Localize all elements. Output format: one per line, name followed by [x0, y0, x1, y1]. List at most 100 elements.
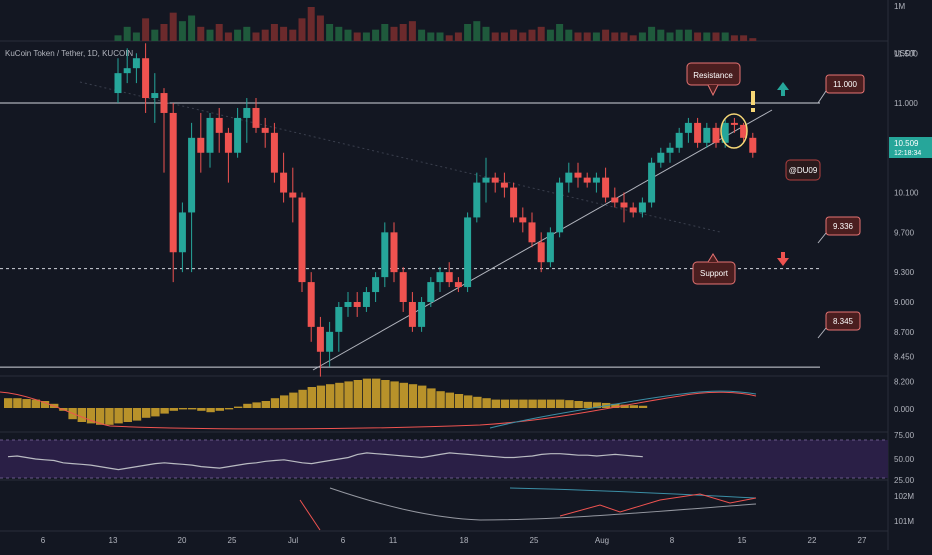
volume-bar: [592, 32, 600, 41]
support-callout[interactable]: Support: [692, 253, 736, 285]
candle-body: [289, 192, 297, 198]
candle-body: [123, 68, 131, 74]
author-label: @DU09: [789, 166, 818, 175]
candle-body: [169, 112, 177, 253]
macd-zero-label: 0.000: [894, 405, 915, 414]
macd-bar: [289, 392, 298, 408]
volume-bar: [694, 32, 702, 41]
macd-bar: [344, 381, 353, 408]
volume-bar: [326, 24, 334, 41]
price-tick: 9.700: [894, 228, 915, 237]
indicator-102m-label: 102M: [894, 492, 914, 501]
candle-series: [114, 43, 757, 377]
volume-bar: [436, 32, 444, 41]
candle-body: [408, 302, 416, 327]
candle-body: [418, 302, 426, 327]
price-tick: 8.700: [894, 328, 915, 337]
macd-lines: [0, 390, 757, 430]
candle-body: [684, 122, 692, 133]
macd-bar: [556, 399, 565, 408]
time-tick: Aug: [595, 536, 609, 545]
macd-bar: [537, 399, 546, 408]
candle-body: [703, 127, 711, 143]
volume-bar: [583, 32, 591, 41]
candle-body: [740, 124, 748, 138]
macd-bar: [13, 398, 22, 408]
last-price-tag: [889, 137, 932, 158]
macd-bar: [583, 401, 592, 408]
rsi-75-label: 75.00: [894, 431, 915, 440]
macd-bar: [482, 398, 491, 408]
volume-bar: [114, 35, 122, 41]
candle-body: [261, 127, 269, 133]
time-tick: Jul: [288, 536, 298, 545]
macd-bar: [427, 388, 436, 408]
volume-bar: [123, 26, 131, 41]
macd-bar: [592, 402, 602, 408]
macd-bar: [22, 399, 31, 408]
level-label-low[interactable]: 8.345: [817, 311, 861, 339]
volume-bar: [408, 21, 416, 41]
volume-bar: [740, 35, 748, 41]
rsi-series: [7, 452, 643, 471]
volume-bar: [666, 32, 674, 41]
time-tick: 6: [341, 536, 346, 545]
macd-bar: [335, 382, 344, 408]
macd-bar: [169, 408, 178, 411]
macd-bar: [280, 395, 289, 408]
volume-bar: [427, 32, 435, 41]
macd-bar: [252, 402, 261, 408]
macd-bar: [390, 381, 399, 408]
volume-bar: [556, 24, 564, 41]
volume-bar: [730, 35, 738, 41]
candle-body: [280, 172, 288, 193]
macd-bar: [454, 394, 464, 408]
level-label-high[interactable]: 11.000: [817, 74, 865, 104]
candle-body: [638, 202, 646, 213]
resistance-callout[interactable]: Resistance: [686, 62, 741, 97]
candle-body: [142, 58, 150, 99]
candle-body: [178, 212, 186, 253]
candle-body: [390, 232, 398, 273]
candle-body: [648, 162, 656, 203]
macd-bar: [31, 399, 40, 408]
volume-bar: [418, 29, 426, 41]
rsi-25-label: 25.00: [894, 476, 915, 485]
volume-bar: [224, 32, 232, 41]
time-tick: 22: [808, 536, 817, 545]
macd-signal-line: [0, 391, 757, 430]
candle-body: [326, 331, 334, 352]
volume-bar: [528, 29, 536, 41]
macd-bar: [142, 408, 151, 418]
macd-bar: [353, 380, 362, 408]
macd-bar: [234, 406, 243, 408]
macd-bar: [399, 382, 408, 408]
macd-bar: [160, 408, 169, 414]
time-tick: 25: [530, 536, 539, 545]
macd-bar: [215, 408, 224, 411]
volume-bar: [188, 15, 196, 41]
volume-bar: [464, 24, 472, 41]
macd-bar: [96, 408, 105, 425]
candle-body: [491, 177, 499, 183]
time-tick: 27: [858, 536, 867, 545]
macd-bar: [408, 384, 418, 408]
macd-bar: [473, 396, 482, 408]
volume-bar: [252, 32, 260, 41]
bottom-indicator: [299, 487, 757, 531]
candle-body: [574, 172, 582, 178]
time-tick: 20: [178, 536, 187, 545]
level-label-mid[interactable]: 9.336: [817, 216, 861, 244]
level-high-value: 11.000: [833, 80, 857, 89]
volume-bar: [234, 29, 242, 41]
arrow-down-icon: [777, 252, 789, 266]
candle-body: [510, 187, 518, 218]
macd-bar: [40, 401, 50, 408]
volume-bar: [611, 32, 619, 41]
trendlines: [79, 81, 773, 371]
macd-bar: [611, 403, 620, 408]
candle-body: [473, 182, 481, 218]
volume-bar: [445, 35, 453, 41]
level-mid-value: 9.336: [833, 222, 854, 231]
